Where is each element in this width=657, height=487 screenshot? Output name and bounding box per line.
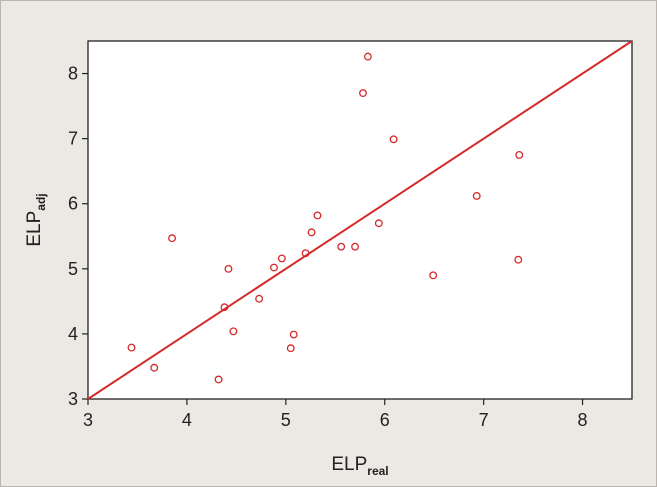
y-axis-label: ELPadj xyxy=(24,193,48,246)
data-point xyxy=(150,363,159,372)
data-point xyxy=(220,303,229,312)
data-point xyxy=(363,52,372,61)
reference-line xyxy=(87,40,633,400)
y-tick-label: 5 xyxy=(68,259,78,279)
data-point xyxy=(214,375,223,384)
x-tick-label: 3 xyxy=(83,410,93,430)
data-point xyxy=(472,191,481,200)
data-point xyxy=(127,343,136,352)
data-point xyxy=(515,150,524,159)
x-tick-label: 6 xyxy=(380,410,390,430)
data-point xyxy=(359,89,367,98)
data-point xyxy=(286,344,295,353)
x-tick-label: 7 xyxy=(479,410,489,430)
data-point xyxy=(289,330,298,339)
y-tick-label: 6 xyxy=(68,194,78,214)
data-point xyxy=(514,255,523,264)
data-point xyxy=(224,264,233,273)
data-point xyxy=(374,219,383,228)
data-point xyxy=(307,228,316,237)
data-point xyxy=(277,254,286,263)
data-point xyxy=(301,249,310,258)
data-point xyxy=(337,242,346,251)
data-point xyxy=(168,234,177,243)
data-point xyxy=(429,271,438,280)
data-point xyxy=(255,294,264,303)
y-tick-label: 4 xyxy=(68,324,78,344)
x-tick-label: 4 xyxy=(182,410,192,430)
data-point xyxy=(389,135,398,144)
data-point xyxy=(313,211,322,220)
x-axis-label: ELPreal xyxy=(331,454,388,478)
data-point xyxy=(269,263,278,272)
data-point xyxy=(351,242,360,251)
x-tick-label: 5 xyxy=(281,410,291,430)
y-tick-label: 8 xyxy=(68,64,78,84)
data-point xyxy=(229,327,238,336)
data-points xyxy=(127,52,524,384)
y-tick-label: 3 xyxy=(68,389,78,409)
y-tick-label: 7 xyxy=(68,129,78,149)
x-tick-label: 8 xyxy=(578,410,588,430)
axis-ticks: 3 4 5 6 7 8 3 4 5 6 7 8 xyxy=(68,64,588,430)
